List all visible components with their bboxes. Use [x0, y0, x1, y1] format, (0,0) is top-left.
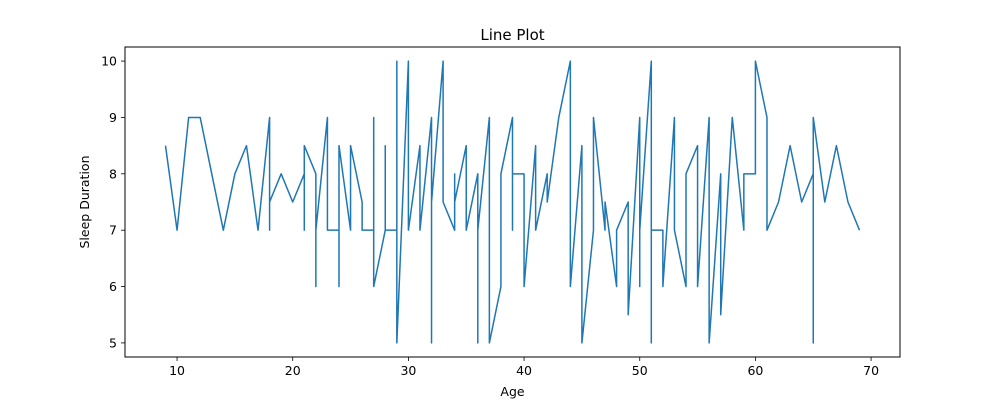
x-tick-label: 50 — [632, 363, 648, 378]
x-tick-label: 70 — [863, 363, 879, 378]
y-tick-label: 7 — [109, 223, 117, 238]
x-tick-label: 10 — [169, 363, 185, 378]
y-tick-label: 8 — [109, 166, 117, 181]
y-tick-label: 5 — [109, 335, 117, 350]
x-tick-label: 20 — [285, 363, 301, 378]
x-axis-label: Age — [500, 384, 524, 399]
x-tick-label: 40 — [516, 363, 532, 378]
series-line-group — [164, 60, 861, 344]
y-axis-label: Sleep Duration — [77, 156, 92, 249]
y-axis: 5 6 7 8 9 10 — [101, 54, 125, 350]
x-axis: 10 20 30 40 50 60 70 — [169, 357, 879, 378]
plot-frame — [124, 46, 901, 358]
x-tick-label: 60 — [747, 363, 763, 378]
chart-title: Line Plot — [480, 26, 544, 44]
y-tick-label: 6 — [109, 279, 117, 294]
x-tick-label: 30 — [400, 363, 416, 378]
series-line — [164, 60, 861, 344]
y-tick-label: 10 — [101, 54, 117, 69]
y-tick-label: 9 — [109, 110, 117, 125]
